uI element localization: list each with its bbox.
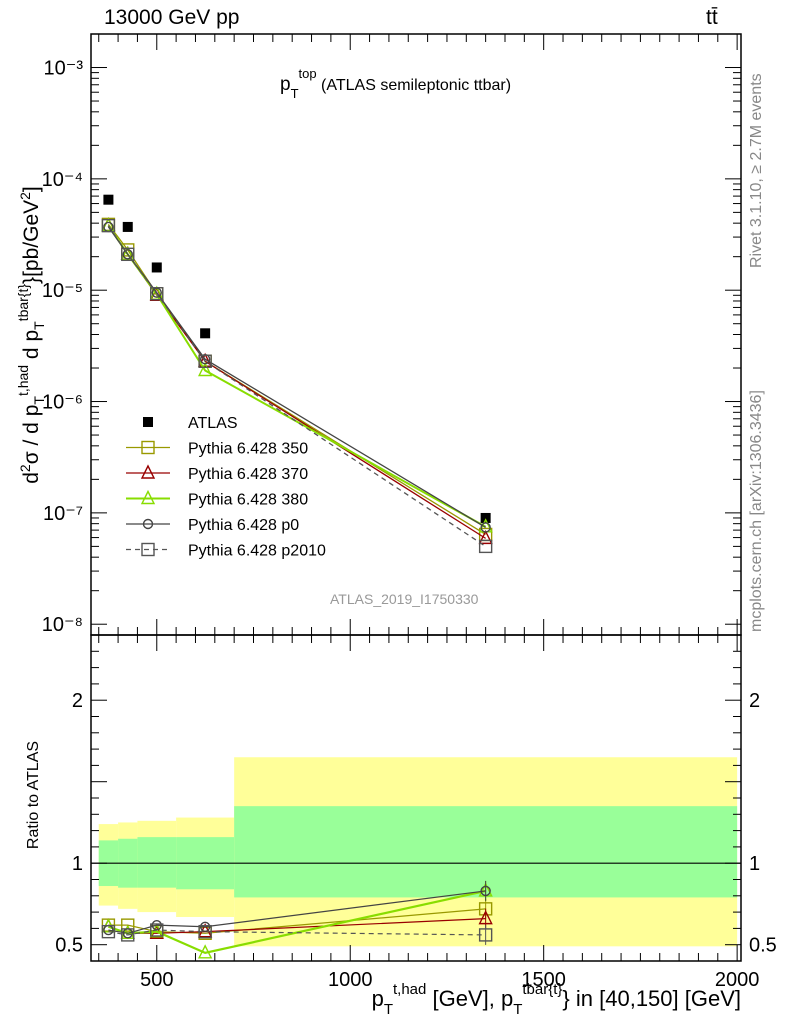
x-tick-label: 1000 [328, 969, 373, 991]
ratio-series-3-point [199, 921, 211, 932]
ratio-series-4-point [121, 928, 135, 942]
ratio-y-tick-label-right: 1 [749, 853, 760, 875]
legend-marker [141, 440, 155, 455]
x-tick-label: 2000 [715, 969, 760, 991]
header-left: 13000 GeV pp [104, 6, 240, 29]
legend: ATLAS Pythia 6.428 350 Pythia 6.428 370 Pyt… [126, 415, 326, 560]
legend-marker [140, 489, 156, 505]
legend-marker [141, 542, 155, 557]
series-4-point [122, 249, 133, 260]
y-tick-label: 10⁻³ [44, 58, 84, 80]
y-axis-title: d2σ / d pTt,had d pTtbar{t}}[pb/GeV2] [15, 186, 47, 484]
series-0-point [480, 512, 491, 523]
legend-marker [140, 464, 156, 479]
ratio-series-4-point [198, 924, 212, 939]
ratio-series-4-point [150, 923, 164, 937]
y-tick-label: 10⁻⁵ [42, 280, 83, 302]
series-5-point [478, 539, 493, 554]
series-1-line [107, 223, 486, 536]
series-3-point [198, 361, 213, 377]
ratio-series-3-point [480, 885, 491, 897]
legend-label: Pythia 6.428 380 [188, 492, 308, 509]
series-5-point [101, 218, 116, 233]
series-3-point [101, 217, 116, 232]
ratio-y-tick-label-right: 2 [749, 690, 760, 712]
ratio-uncertainty-bands [91, 757, 741, 947]
y-tick-label: 10⁻⁴ [42, 169, 83, 191]
ratio-series-4-point [101, 924, 116, 939]
ratio-series-4-point [478, 928, 493, 942]
ratio-y-tick-label: 1 [72, 853, 83, 875]
chart-title: pTtop (ATLAS semileptonic ttbar) [280, 66, 511, 101]
ratio-series-2-point [198, 944, 213, 959]
legend-label: Pythia 6.428 p0 [188, 517, 299, 534]
legend-label: Pythia 6.428 370 [188, 466, 308, 483]
main-series-layer [101, 194, 493, 554]
legend-marker [142, 518, 154, 530]
rivet-label: Rivet 3.1.10, ≥ 2.7M events [748, 73, 765, 268]
y-tick-label: 10⁻⁷ [43, 503, 83, 525]
mcplots-label: mcplots.cern.ch [arXiv:1306.3436] [748, 390, 765, 632]
ratio-y-tick-label-right: 0.5 [749, 935, 777, 957]
ratio-y-tick-label: 0.5 [55, 935, 83, 957]
ratio-y-axis-title: Ratio to ATLAS [25, 741, 42, 849]
x-tick-label: 500 [140, 969, 173, 991]
x-tick-label: 1500 [521, 969, 566, 991]
ratio-y-tick-label: 2 [72, 690, 83, 712]
legend-label: ATLAS [188, 415, 238, 432]
series-0-point [122, 221, 133, 232]
legend-marker [143, 417, 153, 427]
series-0-point [151, 262, 162, 273]
series-5-point [198, 354, 212, 368]
series-0-point [200, 328, 211, 339]
series-5-line [107, 225, 487, 547]
axes-layer: 10⁻⁸ 10⁻⁷ 10⁻⁶ 10⁻⁵ 10⁻⁴ 10⁻³ 0.5 0.5 1 1 2 2 500 100… [15, 33, 777, 1018]
inner-band [137, 837, 177, 888]
y-tick-label: 10⁻⁸ [42, 614, 83, 636]
y-tick-label: 10⁻⁶ [42, 392, 83, 414]
legend-label: Pythia 6.428 p2010 [188, 543, 326, 560]
ratio-series-0-point [121, 918, 135, 932]
series-0-point [103, 194, 114, 205]
series-5-point [121, 247, 135, 262]
header-right: tt̄ [706, 6, 718, 29]
series-5-point [150, 287, 164, 301]
analysis-watermark: ATLAS_2019_I1750330 [330, 591, 479, 607]
ratio-series-1-point [478, 910, 493, 925]
legend-label: Pythia 6.428 350 [188, 441, 308, 458]
series-2-point [478, 529, 493, 545]
x-axis-title: pTt,had [GeV], pTtbar{t}} in [40,150] [G… [372, 981, 741, 1018]
series-4-point [480, 522, 491, 533]
ratio-series-layer [101, 880, 493, 959]
